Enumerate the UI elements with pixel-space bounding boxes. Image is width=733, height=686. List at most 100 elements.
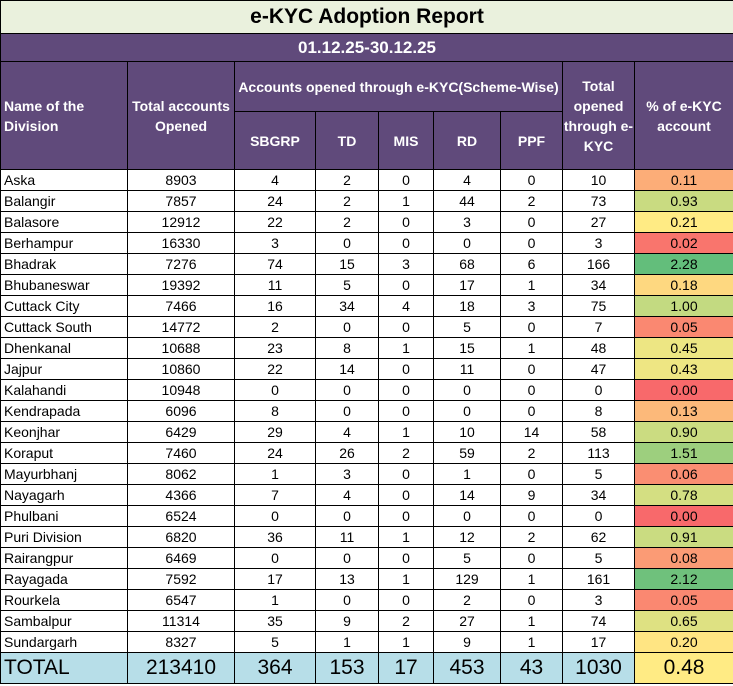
header-scheme-ppf: PPF	[500, 111, 563, 170]
cell-pct: 0.65	[634, 610, 733, 632]
cell-ekyc: 75	[562, 295, 635, 317]
cell-pct: 0.11	[634, 169, 733, 191]
cell-division: Mayurbhanj	[0, 463, 128, 485]
cell-rd: 68	[433, 253, 501, 275]
cell-rd: 1	[433, 463, 501, 485]
cell-ppf: 2	[500, 190, 563, 212]
table-row: Koraput 7460 24 26 2 59 2 113 1.51	[0, 442, 733, 464]
cell-total: 11314	[127, 610, 235, 632]
cell-mis: 4	[378, 295, 434, 317]
cell-ekyc: 34	[562, 484, 635, 506]
table-row: Rourkela 6547 1 0 0 2 0 3 0.05	[0, 589, 733, 611]
table-row: Aska 8903 4 2 0 4 0 10 0.11	[0, 169, 733, 191]
cell-ppf: 14	[500, 421, 563, 443]
cell-sbgrp: 22	[234, 211, 316, 233]
cell-ekyc: 62	[562, 526, 635, 548]
cell-td: 0	[315, 589, 379, 611]
cell-total: 7466	[127, 295, 235, 317]
cell-sbgrp: 22	[234, 358, 316, 380]
cell-pct: 0.18	[634, 274, 733, 296]
table-body: Aska 8903 4 2 0 4 0 10 0.11 Balangir 7857 24 2 1 44 2 73…	[0, 169, 733, 653]
cell-ppf: 1	[500, 274, 563, 296]
cell-ekyc: 5	[562, 547, 635, 569]
cell-pct: 0.43	[634, 358, 733, 380]
cell-division: Bhubaneswar	[0, 274, 128, 296]
cell-sbgrp: 3	[234, 232, 316, 254]
cell-pct: 0.13	[634, 400, 733, 422]
cell-pct: 0.05	[634, 316, 733, 338]
cell-ppf: 0	[500, 505, 563, 527]
cell-sbgrp: 0	[234, 547, 316, 569]
cell-td: 15	[315, 253, 379, 275]
total-ekyc: 1030	[562, 652, 635, 684]
cell-division: Balasore	[0, 211, 128, 233]
cell-division: Dhenkanal	[0, 337, 128, 359]
cell-ekyc: 10	[562, 169, 635, 191]
cell-ppf: 0	[500, 169, 563, 191]
table-row: Balangir 7857 24 2 1 44 2 73 0.93	[0, 190, 733, 212]
cell-mis: 1	[378, 421, 434, 443]
cell-ekyc: 73	[562, 190, 635, 212]
cell-total: 10688	[127, 337, 235, 359]
header-total-ekyc: Total opened through e-KYC	[562, 61, 635, 170]
cell-td: 13	[315, 568, 379, 590]
cell-ppf: 0	[500, 316, 563, 338]
cell-total: 4366	[127, 484, 235, 506]
cell-pct: 1.00	[634, 295, 733, 317]
cell-sbgrp: 8	[234, 400, 316, 422]
table-row: Rairangpur 6469 0 0 0 5 0 5 0.08	[0, 547, 733, 569]
table-row: Keonjhar 6429 29 4 1 10 14 58 0.90	[0, 421, 733, 443]
cell-pct: 0.05	[634, 589, 733, 611]
cell-ppf: 2	[500, 526, 563, 548]
table-row: Cuttack South 14772 2 0 0 5 0 7 0.05	[0, 316, 733, 338]
cell-mis: 3	[378, 253, 434, 275]
cell-td: 5	[315, 274, 379, 296]
cell-rd: 11	[433, 358, 501, 380]
cell-mis: 0	[378, 484, 434, 506]
cell-division: Sundargarh	[0, 631, 128, 653]
table-row: Berhampur 16330 3 0 0 0 0 3 0.02	[0, 232, 733, 254]
total-accounts: 213410	[127, 652, 235, 684]
cell-mis: 1	[378, 568, 434, 590]
cell-division: Cuttack City	[0, 295, 128, 317]
cell-ppf: 0	[500, 358, 563, 380]
cell-mis: 0	[378, 358, 434, 380]
cell-pct: 0.91	[634, 526, 733, 548]
table-row: Rayagada 7592 17 13 1 129 1 161 2.12	[0, 568, 733, 590]
cell-rd: 4	[433, 169, 501, 191]
cell-division: Bhadrak	[0, 253, 128, 275]
cell-total: 10948	[127, 379, 235, 401]
table-row: Kalahandi 10948 0 0 0 0 0 0 0.00	[0, 379, 733, 401]
table-row: Puri Division 6820 36 11 1 12 2 62 0.91	[0, 526, 733, 548]
cell-total: 19392	[127, 274, 235, 296]
cell-td: 34	[315, 295, 379, 317]
header-division: Name of the Division	[0, 61, 128, 170]
cell-pct: 2.12	[634, 568, 733, 590]
cell-rd: 0	[433, 400, 501, 422]
cell-sbgrp: 0	[234, 505, 316, 527]
total-ppf: 43	[500, 652, 563, 684]
cell-division: Sambalpur	[0, 610, 128, 632]
cell-sbgrp: 24	[234, 442, 316, 464]
cell-pct: 0.20	[634, 631, 733, 653]
cell-pct: 1.51	[634, 442, 733, 464]
cell-ekyc: 58	[562, 421, 635, 443]
cell-division: Koraput	[0, 442, 128, 464]
header-pct: % of e-KYC account	[634, 61, 733, 170]
cell-ekyc: 34	[562, 274, 635, 296]
cell-sbgrp: 2	[234, 316, 316, 338]
table-row: Bhadrak 7276 74 15 3 68 6 166 2.28	[0, 253, 733, 275]
cell-total: 7460	[127, 442, 235, 464]
header-scheme-td: TD	[315, 111, 379, 170]
cell-mis: 1	[378, 190, 434, 212]
cell-division: Rourkela	[0, 589, 128, 611]
cell-rd: 5	[433, 547, 501, 569]
cell-rd: 14	[433, 484, 501, 506]
cell-ekyc: 3	[562, 232, 635, 254]
cell-ekyc: 7	[562, 316, 635, 338]
cell-sbgrp: 36	[234, 526, 316, 548]
cell-ekyc: 48	[562, 337, 635, 359]
table-row: Sambalpur 11314 35 9 2 27 1 74 0.65	[0, 610, 733, 632]
cell-sbgrp: 4	[234, 169, 316, 191]
